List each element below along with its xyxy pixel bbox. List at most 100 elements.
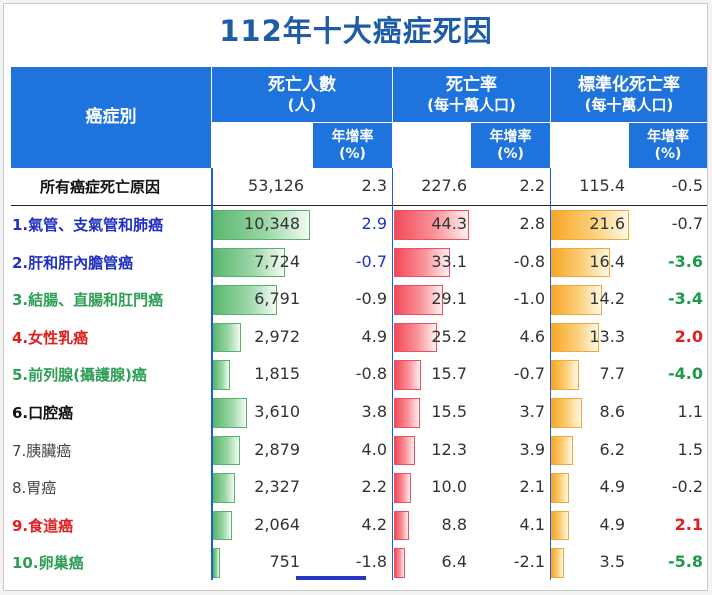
row-rate: 44.3: [431, 214, 467, 233]
row-rate-growth: 4.6: [519, 326, 545, 346]
row-deaths: 751: [269, 552, 300, 572]
row-rate: 6.4: [441, 552, 467, 572]
header-rate-label: 死亡率: [446, 75, 497, 96]
bottom-accent: [296, 576, 366, 580]
std-rate-bar: [551, 548, 564, 578]
row-std-rate: 4.9: [599, 477, 625, 497]
row-category: 5.前列腺(攝護腺)癌: [12, 366, 147, 385]
rate-bar: [394, 285, 444, 315]
deaths-bar: [213, 473, 235, 503]
header-rate-unit: (每十萬人口): [427, 95, 516, 114]
row-deaths-growth: 3.8: [361, 402, 387, 421]
total-rate: 227.6: [421, 176, 467, 195]
header-rate-growth: 年增率 (%): [471, 123, 550, 168]
deaths-bar: [213, 322, 241, 353]
growth-label: 年增率: [331, 128, 374, 145]
header-category-label: 癌症別: [85, 107, 137, 128]
row-std-growth: -4.0: [668, 364, 703, 384]
row-deaths: 2,879: [254, 439, 300, 459]
deaths-bar: [213, 548, 221, 578]
row-std-growth: -3.4: [668, 289, 703, 309]
row-rate: 29.1: [431, 289, 467, 309]
header-deaths-label: 死亡人數: [268, 75, 336, 96]
row-category: 9.食道癌: [12, 516, 74, 535]
header-deaths-growth: 年增率 (%): [313, 123, 392, 168]
std-rate-bar: [551, 510, 569, 541]
row-deaths-growth: 4.0: [361, 439, 387, 459]
row-rate: 10.0: [431, 477, 467, 497]
row-rate: 12.3: [431, 439, 467, 459]
header-category: 癌症別: [11, 67, 211, 168]
row-deaths: 6,791: [254, 289, 300, 309]
rate-bar: [394, 360, 421, 390]
row-rate-growth: 2.1: [519, 477, 545, 497]
row-std-growth: 1.5: [677, 439, 703, 459]
column-divider: [211, 168, 213, 580]
row-std-growth: -0.2: [671, 477, 703, 497]
row-category: 10.卵巢癌: [12, 554, 84, 573]
std-rate-bar: [551, 360, 579, 390]
rate-bar: [394, 435, 415, 466]
row-deaths-growth: 4.9: [361, 326, 387, 346]
header-rate: 死亡率 (每十萬人口): [393, 67, 550, 122]
row-category: 3.結腸、直腸和肛門癌: [12, 291, 164, 310]
rate-bar: [394, 548, 405, 578]
row-rate-growth: -0.8: [513, 251, 545, 271]
row-category: 2.肝和肝內膽管癌: [12, 253, 134, 272]
rate-bar: [394, 510, 409, 541]
row-deaths-growth: 2.9: [361, 214, 387, 233]
deaths-bar: [213, 247, 286, 278]
deaths-bar: [213, 510, 233, 541]
row-category: 4.女性乳癌: [12, 328, 89, 347]
growth-unit: (%): [339, 145, 366, 162]
row-std-growth: -0.7: [671, 214, 703, 233]
page-title: 112年十大癌症死因: [219, 14, 493, 48]
row-std-rate: 4.9: [599, 514, 625, 534]
std-rate-bar: [551, 398, 583, 428]
header-std-rate: 標準化死亡率 (每十萬人口): [551, 67, 707, 122]
total-row-label: 所有癌症死亡原因: [40, 178, 161, 196]
std-rate-bar: [551, 322, 600, 353]
row-rate-growth: 4.1: [519, 514, 545, 534]
std-rate-bar: [551, 210, 629, 240]
row-deaths-growth: 2.2: [361, 477, 387, 497]
std-rate-bar: [551, 285, 603, 315]
total-row-divider: [11, 205, 707, 206]
total-deaths: 53,126: [248, 176, 304, 195]
row-rate-growth: 3.9: [519, 439, 545, 459]
row-category: 6.口腔癌: [12, 404, 74, 422]
row-deaths-growth: -0.7: [355, 251, 387, 271]
row-std-growth: -5.8: [668, 552, 703, 572]
row-std-rate: 13.3: [589, 326, 625, 346]
rate-bar: [394, 247, 451, 278]
row-std-rate: 8.6: [599, 402, 625, 421]
header-deaths: 死亡人數 (人): [212, 67, 392, 122]
row-std-growth: -3.6: [668, 251, 703, 271]
column-divider: [550, 168, 551, 580]
header-std-growth: 年增率 (%): [629, 123, 707, 168]
row-rate: 8.8: [441, 514, 467, 534]
header-deaths-unit: (人): [287, 95, 317, 114]
deaths-bar: [213, 210, 310, 240]
column-divider: [392, 168, 393, 580]
deaths-bar: [213, 398, 247, 428]
row-std-rate: 7.7: [599, 364, 625, 384]
row-std-rate: 6.2: [599, 439, 625, 459]
rate-bar: [394, 210, 469, 240]
row-deaths-growth: 4.2: [361, 514, 387, 534]
deaths-bar: [213, 435, 240, 466]
total-deaths-growth: 2.3: [361, 176, 387, 195]
row-category: 1.氣管、支氣管和肺癌: [12, 216, 164, 234]
std-rate-bar: [551, 435, 574, 466]
row-std-growth: 2.0: [674, 326, 703, 346]
deaths-bar: [213, 285, 277, 315]
row-rate: 15.5: [431, 402, 467, 421]
row-std-rate: 3.5: [599, 552, 625, 572]
row-deaths: 1,815: [254, 364, 300, 384]
std-rate-bar: [551, 247, 611, 278]
rate-bar: [394, 473, 411, 503]
row-deaths: 10,348: [244, 214, 300, 233]
rate-bar: [394, 398, 421, 428]
row-rate-growth: 3.7: [519, 402, 545, 421]
row-rate: 15.7: [431, 364, 467, 384]
